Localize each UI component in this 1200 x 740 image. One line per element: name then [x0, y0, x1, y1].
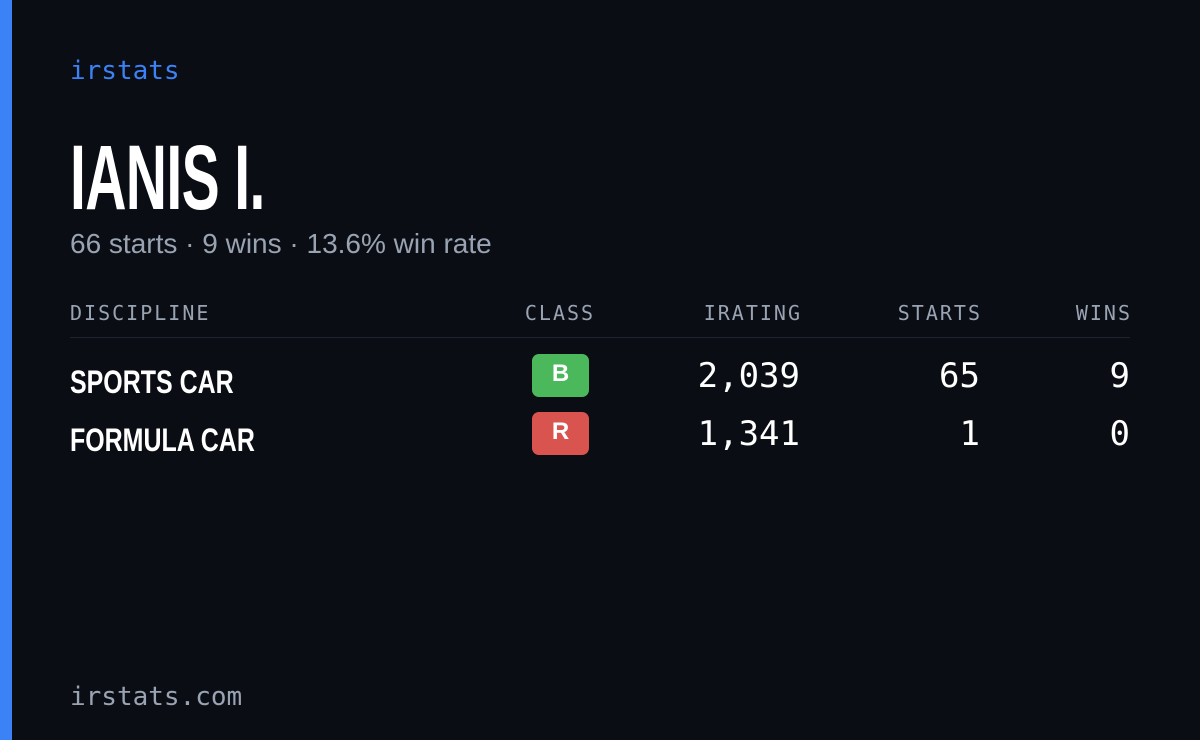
starts: 65 [939, 356, 980, 396]
brand: irstats [70, 56, 180, 86]
player-name: IANIS I. [70, 127, 265, 229]
footer: irstats.com [70, 682, 243, 712]
column-header: WINS [1075, 301, 1132, 325]
wins: 0 [1109, 414, 1130, 454]
summary: 66 starts · 9 wins · 13.6% win rate [70, 228, 492, 259]
accent-bar [0, 0, 12, 740]
column-header: IRATING [703, 301, 802, 325]
wins: 9 [1109, 356, 1130, 396]
class-badge: B [532, 354, 589, 397]
class-badge: R [532, 412, 589, 455]
header-rule [70, 337, 1130, 338]
irating: 1,341 [697, 414, 800, 454]
discipline: SPORTS CAR [70, 364, 234, 400]
column-header: DISCIPLINE [70, 301, 211, 325]
column-header: STARTS [897, 301, 982, 325]
starts: 1 [959, 414, 980, 454]
irating: 2,039 [697, 356, 800, 396]
column-header: CLASS [524, 301, 596, 325]
discipline: FORMULA CAR [70, 422, 255, 458]
